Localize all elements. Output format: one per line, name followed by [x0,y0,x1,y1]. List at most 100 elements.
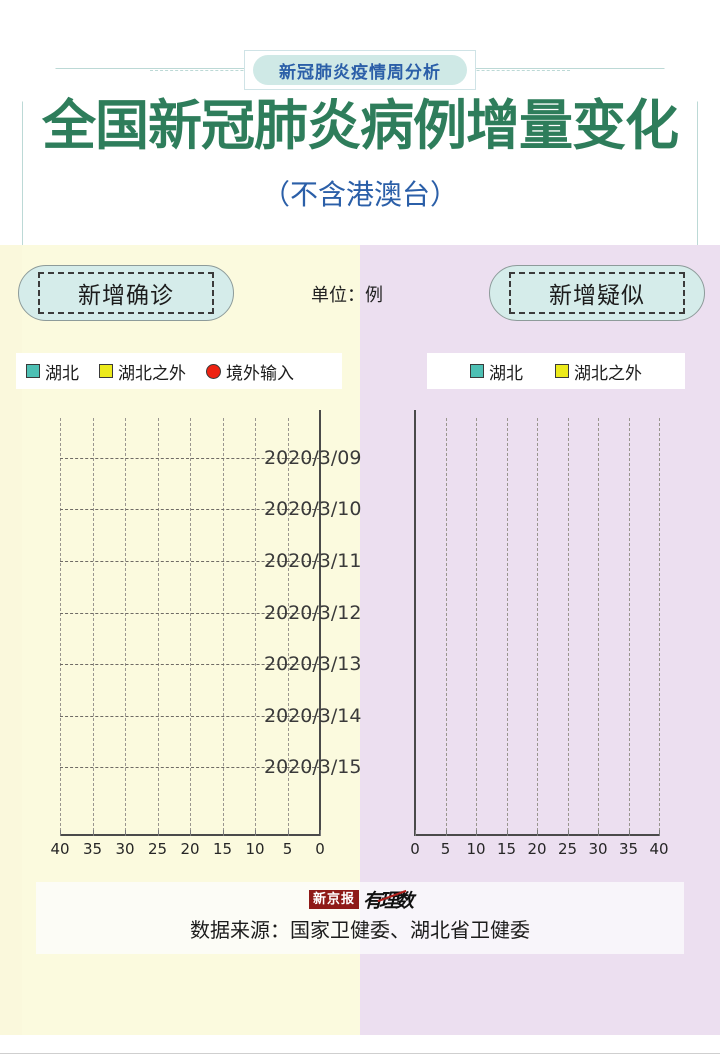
chart-gridline-vertical [157,418,159,836]
chart-tick-mark [222,830,224,836]
legend-suspected-item-0: 湖北 [470,359,523,384]
chart-x-tick-label: 30 [115,840,135,858]
legend-suspected-label-0: 湖北 [489,363,523,384]
square-swatch-icon [470,364,484,378]
chart-tick-mark [415,830,416,836]
legend-confirmed: 湖北 湖北之外 境外输入 [16,353,342,389]
publisher-badge: 新京报 [308,890,359,909]
chart-tick-mark [157,830,159,836]
chart-x-tick-label: 40 [50,840,70,858]
chart-tick-mark [506,830,508,836]
chart-new-suspected: 0 5 10 15 20 25 30 35 40 [410,410,669,858]
chart-tick-mark [567,830,569,836]
chart-x-tick-label: 20 [180,840,200,858]
tab-new-suspected-label: 新增疑似 [509,272,685,314]
panel-left-edge-strip [0,245,22,1035]
chart-tick-mark [476,830,477,836]
section-tag: 新冠肺炎疫情周分析 [244,50,476,90]
chart-date-label: 2020/3/14 [264,704,362,727]
chart-tick-mark [628,830,630,836]
chart-x-tick-label: 15 [496,840,517,858]
chart-gridline-vertical [567,418,569,836]
publisher-wordmark: 有理数 [363,886,414,913]
chart-gridline-vertical [287,418,289,836]
chart-x-tick-label: 35 [82,840,103,858]
source-box: 新京报 有理数 数据来源：国家卫健委、湖北省卫健委 [36,882,684,954]
legend-suspected-label-1: 湖北之外 [574,363,642,384]
chart-gridline-vertical [628,418,630,836]
tab-new-suspected[interactable]: 新增疑似 [489,265,705,321]
chart-tick-mark [537,830,538,836]
legend-confirmed-item-2: 境外输入 [206,359,294,384]
chart-new-confirmed-plot [60,418,320,836]
chart-x-tick-label: 10 [466,840,486,858]
chart-tick-mark [60,830,61,836]
square-swatch-icon [99,364,113,378]
chart-date-label: 2020/3/12 [264,601,362,624]
legend-confirmed-label-0: 湖北 [45,363,79,384]
chart-tick-mark [287,830,289,836]
chart-gridline-vertical [537,418,538,836]
chart-tick-mark [92,830,94,836]
chart-gridline-vertical [659,418,660,836]
chart-gridline-vertical [92,418,94,836]
chart-gridline-horizontal [60,664,320,666]
chart-new-suspected-x-tick-labels: 0 5 10 15 20 25 30 35 40 [403,836,671,860]
chart-x-tick-label: 30 [588,840,608,858]
chart-x-tick-label: 5 [282,840,293,858]
chart-date-label: 2020/3/09 [264,446,362,469]
chart-gridline-vertical [598,418,599,836]
square-swatch-icon [555,364,569,378]
chart-new-confirmed-x-tick-labels: 40 35 30 25 20 15 10 5 0 [48,836,332,860]
chart-date-label: 2020/3/11 [264,550,362,572]
tab-new-confirmed-label: 新增确诊 [38,272,214,314]
publisher-logo: 新京报 有理数 [36,886,684,913]
chart-x-tick-label: 10 [245,840,265,858]
title-frame-fill [24,70,697,246]
chart-x-tick-label: 15 [212,840,233,858]
tab-new-confirmed[interactable]: 新增确诊 [18,265,234,321]
chart-gridline-vertical [255,418,256,836]
legend-suspected-item-1: 湖北之外 [555,359,642,384]
chart-gridline-vertical [222,418,224,836]
chart-gridline-horizontal [60,457,320,459]
publisher-wordmark-text: 有理数 [363,890,414,912]
chart-gridline-vertical [445,418,447,836]
chart-new-suspected-plot [415,418,660,836]
chart-x-tick-label: 35 [618,840,639,858]
chart-date-label: 2020/3/13 [264,653,362,676]
chart-date-label: 2020/3/15 [264,756,362,779]
chart-x-tick-label: 20 [527,840,547,858]
chart-gridline-horizontal [60,715,320,717]
square-swatch-icon [26,364,40,378]
chart-gridline-horizontal [60,509,320,511]
chart-gridline-vertical [506,418,508,836]
chart-tick-mark [125,830,126,836]
chart-new-confirmed: 40 35 30 25 20 15 10 5 0 [50,410,325,858]
chart-gridline-horizontal [60,561,320,562]
chart-x-tick-label: 0 [315,840,325,858]
data-source-text: 数据来源：国家卫健委、湖北省卫健委 [190,918,530,942]
chart-tick-mark [320,830,321,836]
chart-tick-mark [659,830,660,836]
chart-x-tick-label: 40 [649,840,669,858]
legend-suspected: 湖北 湖北之外 [427,353,685,389]
chart-gridline-vertical [125,418,126,836]
header: 新冠肺炎疫情周分析 全国新冠肺炎病例增量变化 （不含港澳台） [0,0,720,245]
page-title: 全国新冠肺炎病例增量变化 [42,94,679,157]
chart-gridline-vertical [476,418,477,836]
chart-gridline-horizontal [60,767,320,769]
chart-date-label: 2020/3/10 [264,498,362,521]
chart-new-suspected-y-axis [414,410,416,836]
legend-confirmed-label-2: 境外输入 [226,363,294,384]
chart-x-tick-label: 0 [410,840,420,858]
chart-gridline-vertical [60,418,61,836]
chart-gridline-horizontal [60,612,320,614]
chart-tick-mark [255,830,256,836]
legend-confirmed-item-1: 湖北之外 [99,359,186,384]
chart-gridline-vertical [190,418,191,836]
chart-x-tick-label: 25 [557,840,578,858]
page-subtitle: （不含港澳台） [261,178,458,211]
chart-x-tick-label: 25 [147,840,168,858]
